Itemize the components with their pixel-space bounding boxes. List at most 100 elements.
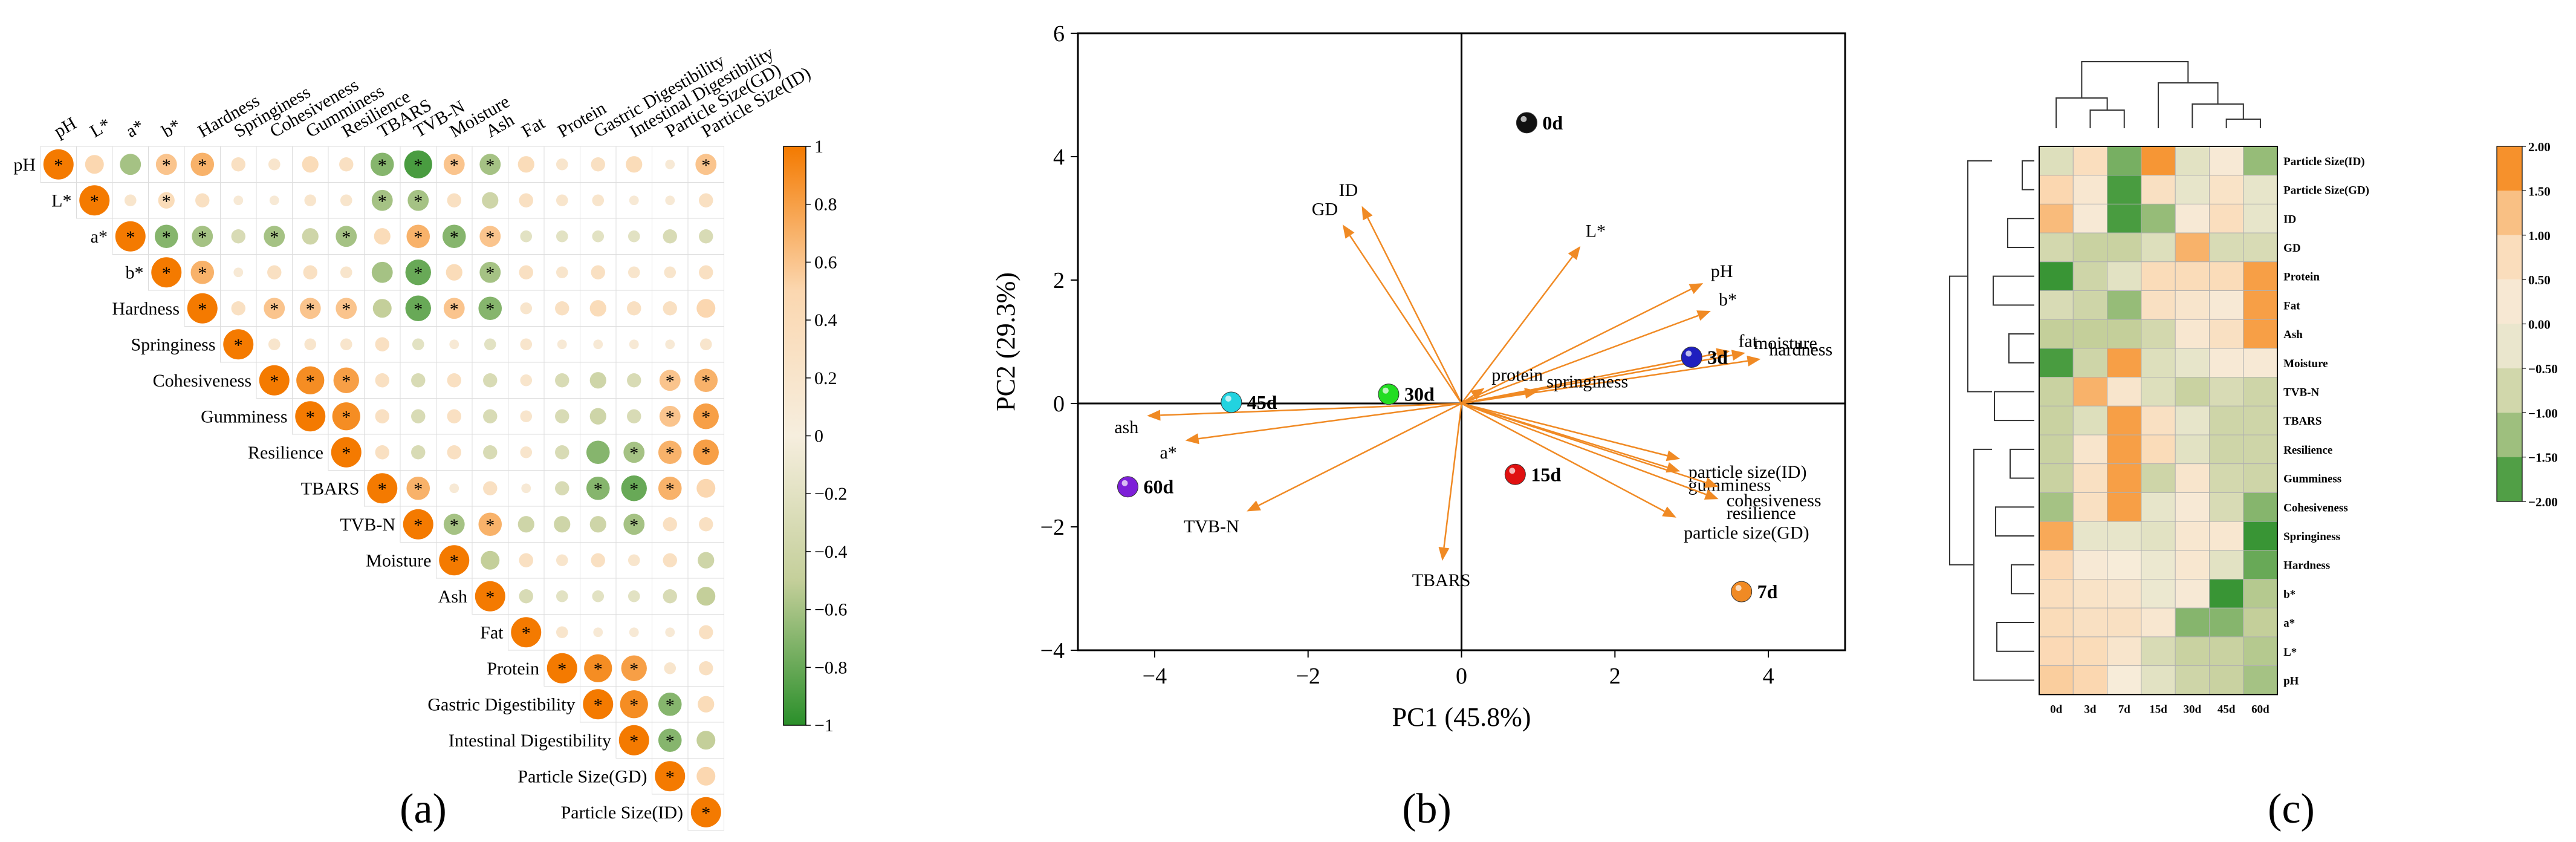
heat-cell-18-1: [2072, 665, 2108, 695]
corr-circle-3-5: [233, 267, 244, 278]
corr-circle-4-14: [555, 301, 569, 316]
corr-circle-1-14: [556, 194, 568, 207]
sig-mark: *: [234, 335, 243, 355]
corr-circle-14-16: [621, 655, 647, 681]
clustered-heatmap-panel: Particle Size(ID) Particle Size(GD) ID GD Pr…: [1949, 61, 2558, 716]
corr-circle-0-12: [479, 154, 501, 175]
heat-cell-8-1: [2072, 377, 2108, 406]
corr-circle-8-17: [658, 440, 682, 465]
corr-circle-4-17: [663, 301, 677, 316]
y-axis-label: PC2 (29.3%): [991, 272, 1020, 411]
corr-circle-1-2: [124, 194, 137, 207]
heat-cell-8-3: [2141, 377, 2176, 406]
corr-circle-4-6: [264, 298, 285, 319]
heat-cell-8-0: [2039, 377, 2074, 406]
colorbar-tick-label: −0.4: [814, 542, 847, 562]
colorbar-tick-label: 0.8: [814, 195, 837, 215]
row-label: TBARS: [2283, 415, 2321, 428]
loading-label: springiness: [1546, 371, 1628, 391]
sig-mark: *: [485, 227, 495, 247]
corr-circle-1-18: [699, 193, 713, 207]
score-label: 7d: [1757, 581, 1778, 602]
row-label: pH: [2283, 674, 2299, 687]
sig-mark: *: [701, 155, 710, 175]
sig-mark: *: [306, 371, 315, 391]
colorbar-tick-label: −0.6: [814, 600, 847, 620]
colorbar-tick-label: 1.50: [2528, 184, 2551, 198]
corr-circle-5-5: [223, 329, 254, 360]
loading-arrowhead: [1704, 489, 1719, 500]
score-point-highlight: [1225, 395, 1231, 402]
row-label: Gumminess: [2283, 473, 2341, 486]
colorbar-step: [2497, 191, 2522, 235]
corr-circle-10-11: [443, 514, 465, 535]
x-tick-label: 2: [1609, 664, 1621, 689]
sig-mark: *: [666, 443, 675, 463]
heat-cell-18-3: [2141, 665, 2176, 695]
corr-circle-15-15: [583, 689, 614, 720]
heat-cell-17-6: [2243, 636, 2278, 667]
heat-cell-3-6: [2243, 232, 2278, 263]
corr-circle-8-15: [586, 440, 610, 465]
heat-cell-3-5: [2209, 232, 2244, 263]
loading-vector: [1461, 315, 1699, 405]
corr-circle-8-14: [555, 445, 569, 460]
heat-cell-10-1: [2072, 434, 2108, 465]
loading-vector: [1461, 402, 1668, 457]
row-label: ID: [2283, 213, 2296, 226]
row-label: a*: [2283, 617, 2295, 630]
panel-a-caption: (a): [400, 786, 447, 832]
row-label: TVB-N: [2283, 386, 2319, 399]
heat-cell-12-6: [2243, 492, 2278, 522]
heat-cell-5-4: [2175, 290, 2210, 320]
sig-mark: *: [198, 299, 207, 319]
corr-circle-9-12: [483, 481, 498, 495]
heat-cell-3-1: [2072, 232, 2108, 263]
corr-circle-8-10: [411, 445, 426, 460]
corr-circle-3-16: [628, 266, 640, 279]
loading-label: b*: [1719, 290, 1737, 310]
loading-label: hardness: [1769, 340, 1832, 360]
heat-cell-13-0: [2039, 521, 2074, 551]
heat-cell-9-3: [2141, 405, 2176, 436]
heat-cell-14-4: [2175, 550, 2210, 579]
heat-cell-2-4: [2175, 203, 2210, 233]
heat-cell-12-5: [2209, 492, 2244, 522]
loading-arrowhead: [1470, 388, 1485, 400]
heat-cell-5-6: [2243, 290, 2278, 320]
corr-circle-2-5: [231, 229, 245, 244]
colorbar-tick-label: −0.8: [814, 658, 847, 677]
score-label: 0d: [1542, 112, 1563, 134]
heat-cell-12-2: [2107, 492, 2142, 522]
loading-arrowhead: [1247, 500, 1261, 512]
sig-mark: *: [162, 263, 171, 283]
column-dendrogram-branch: [2055, 97, 2108, 128]
heat-cell-17-5: [2209, 636, 2244, 667]
sig-mark: *: [270, 227, 279, 247]
corr-circle-1-13: [519, 193, 533, 207]
corr-circle-4-16: [627, 301, 641, 316]
sig-mark: *: [270, 299, 279, 319]
heat-cell-2-6: [2243, 203, 2278, 233]
sig-mark: *: [414, 299, 423, 319]
row-label: Hardness: [112, 299, 180, 319]
column-dendrogram-branch: [2158, 82, 2219, 128]
heat-cell-16-6: [2243, 607, 2278, 638]
heat-cell-16-1: [2072, 607, 2108, 638]
corr-circle-9-9: [367, 473, 398, 504]
sig-mark: *: [701, 803, 710, 823]
colorbar-tick-label: −1: [814, 716, 834, 736]
corr-circle-2-13: [520, 230, 533, 243]
corr-circle-3-13: [519, 265, 533, 279]
corr-circle-14-17: [664, 662, 676, 674]
loading-arrowhead: [1662, 506, 1676, 518]
corr-circle-3-10: [405, 259, 431, 286]
corr-circle-14-14: [547, 653, 577, 684]
corr-circle-0-18: [695, 154, 717, 175]
score-point: [1681, 347, 1702, 368]
corr-circle-13-16: [629, 627, 639, 638]
loading-label: TVB-N: [1184, 517, 1239, 537]
heat-cell-4-4: [2175, 261, 2210, 291]
corr-circle-7-8: [332, 402, 360, 431]
heat-cell-18-4: [2175, 665, 2210, 695]
